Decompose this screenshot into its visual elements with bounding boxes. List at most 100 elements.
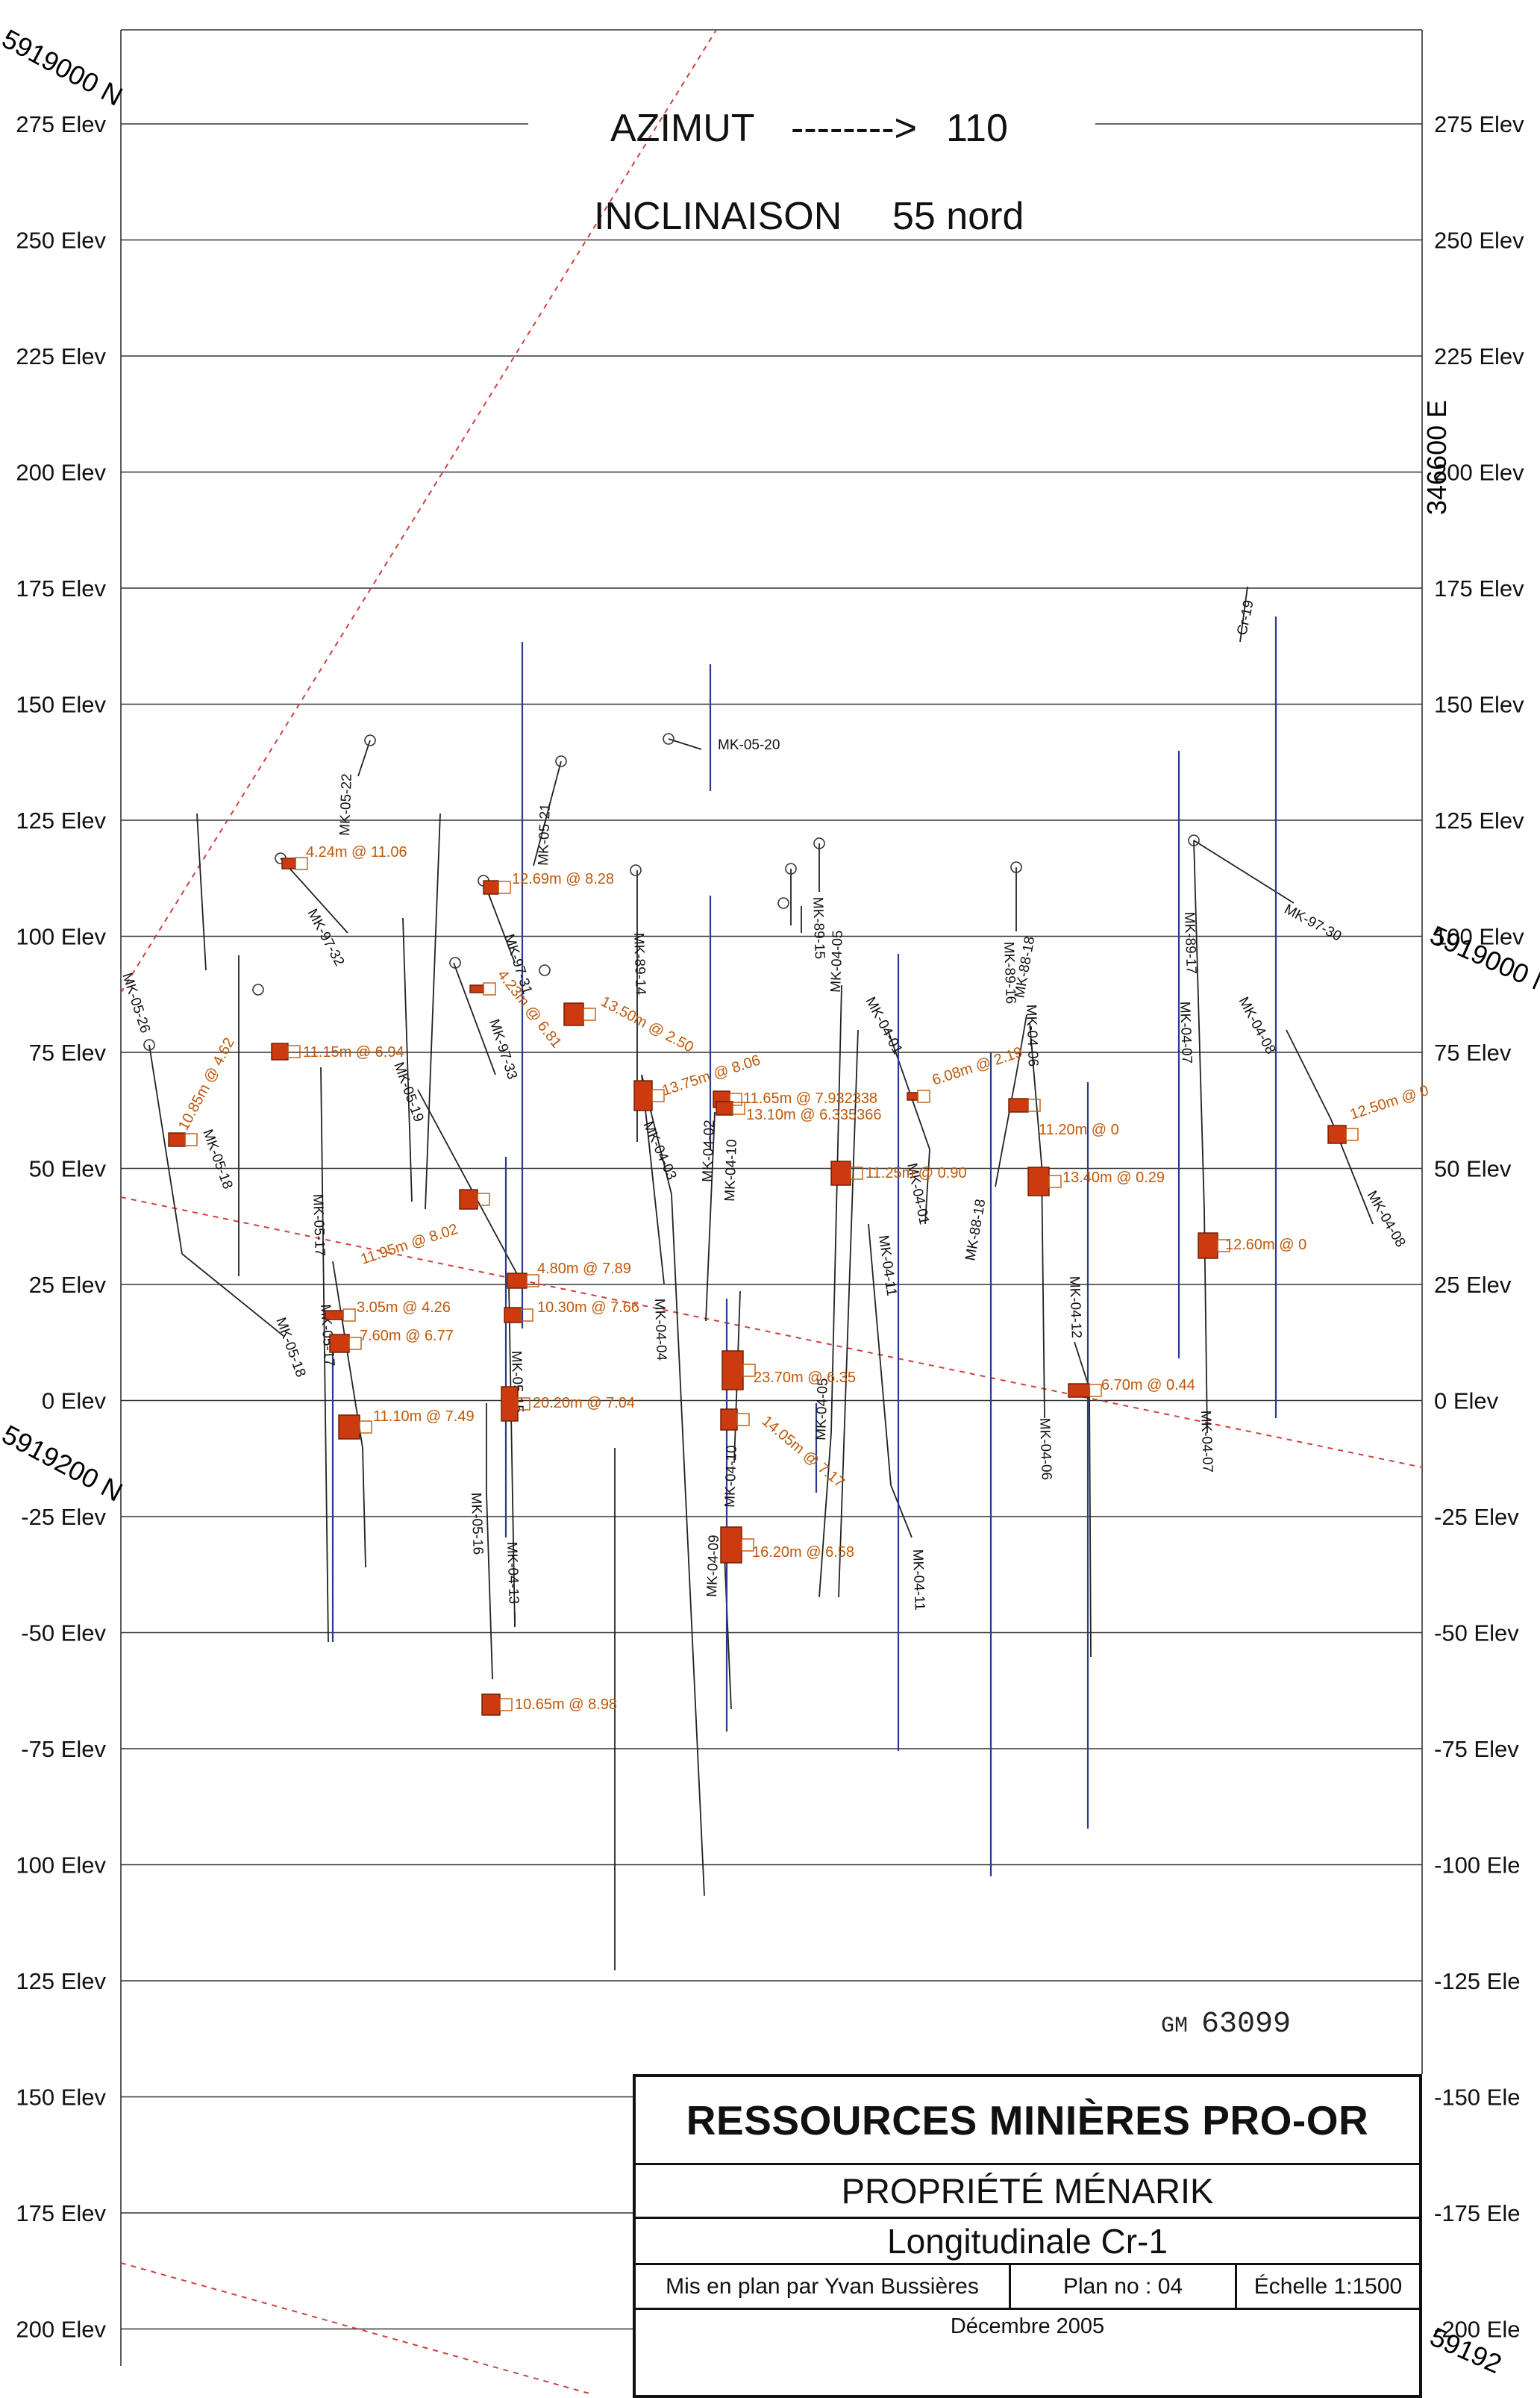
interval-leader: [1089, 1384, 1102, 1397]
mineralized-interval-box: [329, 1334, 350, 1353]
elevation-label-right: 275 Elev: [1434, 111, 1524, 137]
hole-label: MK-04-08: [1236, 994, 1279, 1057]
hole-label: MK-04-09: [704, 1534, 722, 1597]
elevation-label-right: 175 Elev: [1434, 575, 1524, 602]
drill-hole-trace: [1015, 1014, 1027, 1075]
hole-label: MK-88-18: [962, 1198, 989, 1262]
hole-label: MK-89-17: [1181, 911, 1199, 974]
azimut-value: 110: [946, 107, 1008, 150]
drill-hole-trace: [280, 858, 348, 934]
interval-leader: [917, 1090, 930, 1103]
elevation-label-left: 175 Elev: [16, 575, 106, 602]
hole-label: MK-05-21: [536, 803, 554, 866]
hole-collar-icon: [539, 964, 551, 976]
reference-line-bottom: [120, 2262, 590, 2394]
mineralized-interval-box: [633, 1080, 653, 1111]
drill-hole-trace: [417, 1089, 523, 1284]
hole-label: MK-05-22: [337, 773, 355, 836]
hole-label: MK-04-05: [828, 930, 846, 993]
mineralized-interval-box: [1008, 1098, 1029, 1113]
drill-hole-trace: [357, 740, 371, 777]
drill-hole-trace: [508, 1283, 516, 1628]
hole-label: MK-04-07: [1177, 1001, 1195, 1064]
gm-stamp-label: GM: [1161, 2014, 1189, 2039]
intercept-label: 11.15m @ 6.94: [303, 1044, 404, 1061]
hole-collar-icon: [663, 733, 674, 745]
intercept-label: 3.05m @ 4.26: [357, 1299, 451, 1316]
drill-hole-trace: [425, 813, 441, 1210]
drill-hole-trace: [320, 1067, 329, 1643]
drill-hole-trace: [995, 1074, 1017, 1187]
mineralized-interval-box: [1198, 1232, 1218, 1259]
drill-hole-trace: [181, 1253, 284, 1337]
elevation-labels-left: 275 Elev 250 Elev 225 Elev 200 Elev 175 Elev…: [16, 111, 106, 2343]
azimut-arrow: -------->: [791, 107, 917, 150]
interval-leader: [732, 1102, 745, 1115]
hole-label: Cr-19: [1234, 599, 1256, 637]
coordinate-labels: 5919000 N 5919200 N 5919000 N 346600 E 5…: [0, 23, 1540, 2379]
intercept-label: 11.20m @ 0: [1039, 1122, 1119, 1138]
intercept-label: 16.20m @ 6.58: [752, 1544, 854, 1561]
drill-hole-trace: [1193, 840, 1205, 1210]
elevation-label-left: 200 Elev: [16, 2317, 106, 2343]
scale-cell: Échelle 1:1500: [1235, 2265, 1419, 2308]
drill-hole-trace: [148, 1044, 183, 1255]
drawing-info-row: Mis en plan par Yvan Bussières Plan no :…: [636, 2265, 1419, 2310]
elevation-label-right: 200 Elev: [1434, 460, 1524, 486]
elevation-label-left: 175 Elev: [16, 2200, 106, 2226]
drill-hole-trace: [196, 813, 207, 971]
hole-label: MK-04-06: [1023, 1004, 1041, 1067]
gm-stamp-number: 63099: [1201, 2008, 1292, 2041]
elevation-label-right: 150 Elev: [1434, 692, 1524, 718]
hole-label: MK-97-32: [304, 906, 348, 969]
mineralized-interval-box: [1327, 1125, 1347, 1144]
interval-leader: [583, 1008, 596, 1021]
mineralized-intervals: 4.24m @ 11.06 12.69m @ 8.28 11.15m @ 6.94 1…: [168, 844, 1430, 1716]
mineralized-interval-box: [720, 1408, 738, 1431]
intercept-label: 14.05m @ 7.17: [759, 1413, 848, 1491]
drill-hole-trace: [830, 984, 842, 1434]
hole-label: MK-05-26: [119, 971, 153, 1035]
hole-label: MK-05-18: [199, 1128, 235, 1192]
elevation-label-left: 125 Elev: [16, 1968, 106, 1994]
elevation-label-left: 25 Elev: [29, 1272, 107, 1298]
intercept-label: 11.95m @ 8.02: [359, 1221, 460, 1268]
interval-leader: [342, 1308, 356, 1322]
interval-leader: [526, 1274, 539, 1287]
drawing-date: Décembre 2005: [950, 2314, 1105, 2338]
hole-collar-icon: [449, 957, 461, 969]
interval-leader: [295, 857, 308, 870]
mineralized-interval-box: [716, 1101, 733, 1116]
property-name: PROPRIÉTÉ MÉNARIK: [636, 2165, 1419, 2219]
elevation-label-left: 250 Elev: [16, 228, 106, 254]
hole-label: MK-05-16: [468, 1492, 486, 1555]
interval-leader: [651, 1089, 665, 1102]
intercept-label: 10.85m @ 4.62: [175, 1035, 238, 1133]
inclinaison-label: INCLINAISON: [594, 195, 842, 238]
mineralized-interval-box: [469, 984, 484, 993]
interval-leader: [520, 1308, 533, 1322]
mineralized-interval-box: [501, 1386, 519, 1422]
mineralized-interval-box: [168, 1132, 186, 1147]
interval-leader: [184, 1133, 198, 1146]
hole-label: MK-04-06: [1036, 1417, 1054, 1480]
intercept-label: 12.60m @ 0: [1225, 1237, 1306, 1253]
elevation-label-right: 100 Elev: [1434, 924, 1524, 950]
hole-collar-icon: [364, 734, 376, 746]
title-block: RESSOURCES MINIÈRES PRO-OR PROPRIÉTÉ MÉN…: [633, 2074, 1422, 2398]
interval-leader: [729, 1093, 742, 1106]
elevation-gridlines: [121, 123, 1422, 2330]
hole-label: MK-05-18: [272, 1316, 308, 1380]
drill-hole-trace: [838, 1029, 859, 1598]
intercept-label: 23.70m @ 6.35: [754, 1370, 856, 1386]
hole-label: MK-97-30: [1282, 902, 1345, 945]
elevation-label-right: 225 Elev: [1434, 343, 1524, 369]
azimut-label: AZIMUT: [610, 107, 755, 150]
elevation-label-left: 50 Elev: [29, 1156, 107, 1182]
elevation-label-left: 150 Elev: [16, 2085, 106, 2111]
hole-label: MK-05-20: [718, 737, 780, 753]
hole-label: MK-04-07: [1198, 1410, 1215, 1473]
elevation-label-right: 250 Elev: [1434, 228, 1524, 254]
drafter-cell: Mis en plan par Yvan Bussières: [666, 2273, 979, 2299]
